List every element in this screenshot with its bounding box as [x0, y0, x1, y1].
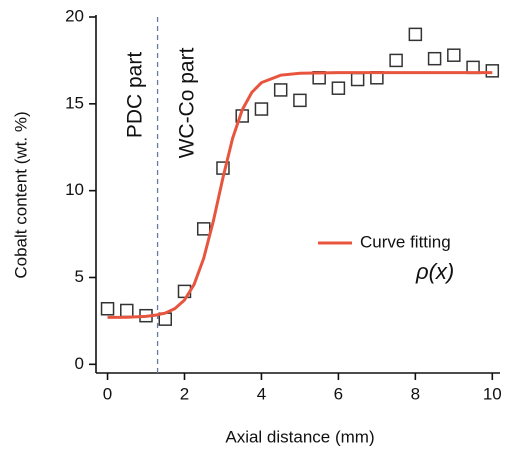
- x-tick-label: 2: [180, 384, 189, 403]
- data-point: [254, 102, 269, 116]
- x-tick-label: 10: [483, 384, 502, 403]
- x-tick-label: 0: [103, 384, 112, 403]
- data-point: [427, 51, 442, 66]
- region-label: WC-Co part: [176, 47, 199, 158]
- formula-label: ρ(x): [415, 259, 454, 284]
- data-point: [196, 222, 211, 236]
- y-tick-label: 20: [65, 6, 84, 25]
- y-axis-label: Cobalt content (wt. %): [11, 111, 30, 278]
- data-point: [485, 64, 500, 78]
- x-axis-label: Axial distance (mm): [225, 427, 374, 446]
- x-tick-label: 4: [257, 384, 266, 403]
- data-point: [331, 81, 346, 95]
- data-point: [350, 72, 365, 87]
- data-point: [389, 53, 403, 68]
- data-point: [100, 301, 115, 316]
- x-tick-label: 6: [334, 384, 343, 403]
- data-point: [120, 303, 134, 318]
- data-point: [447, 48, 461, 62]
- data-point: [273, 83, 288, 97]
- data-point: [408, 27, 423, 42]
- region-label: PDC part: [124, 52, 147, 139]
- y-tick-label: 10: [65, 180, 84, 199]
- y-tick-label: 0: [75, 354, 84, 373]
- fit-curve: [107, 71, 493, 319]
- legend-label: Curve fitting: [360, 232, 451, 251]
- y-tick-label: 15: [65, 93, 84, 112]
- x-tick-label: 8: [411, 384, 420, 403]
- y-tick-label: 5: [75, 267, 84, 286]
- data-point: [293, 93, 307, 108]
